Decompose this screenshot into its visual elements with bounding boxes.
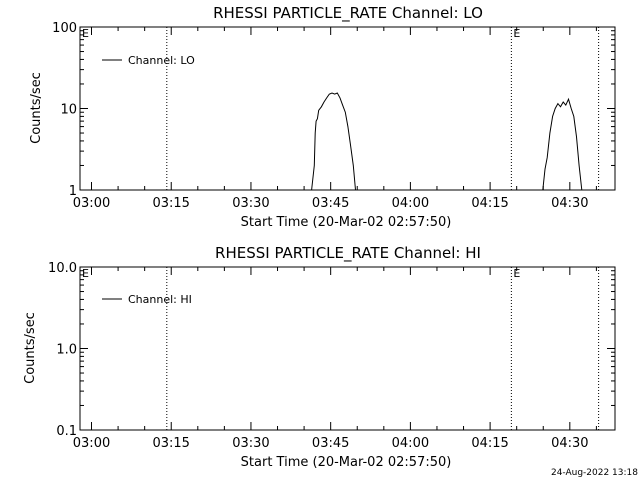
lo-x-tick-label: 03:15: [152, 196, 189, 211]
hi-x-tick-label: 03:45: [312, 436, 349, 451]
hi-y-axis-label: Counts/sec: [23, 312, 38, 384]
lo-y-axis-label: Counts/sec: [29, 72, 44, 144]
hi-x-axis-label: Start Time (20-Mar-02 02:57:50): [241, 455, 452, 470]
hi-x-tick-label: 04:30: [551, 436, 588, 451]
hi-x-ticks: 03:00 03:15 03:30 03:45 04:00 04:15 04:30: [73, 267, 597, 451]
lo-x-axis-label: Start Time (20-Mar-02 02:57:50): [241, 215, 452, 230]
lo-y-tick-label: 1: [69, 184, 77, 199]
hi-plot-frame: [79, 266, 616, 431]
lo-channel-panel: RHESSI PARTICLE_RATE Channel: LO Counts/…: [29, 4, 616, 230]
lo-event-markers: E: [166, 27, 600, 190]
lo-y-tick-label: 100: [52, 21, 77, 36]
hi-event-marker-label: E: [513, 267, 520, 280]
lo-x-tick-label: 04:30: [551, 196, 588, 211]
lo-chart-title: RHESSI PARTICLE_RATE Channel: LO: [213, 4, 483, 23]
lo-series-group: [311, 92, 583, 191]
hi-x-tick-label: 03:30: [232, 436, 269, 451]
hi-y-tick-label: 0.1: [56, 424, 77, 439]
lo-x-tick-label: 03:30: [232, 196, 269, 211]
lo-x-tick-label: 03:45: [312, 196, 349, 211]
lo-x-tick-label: 04:15: [471, 196, 508, 211]
hi-event-markers: E: [166, 267, 600, 430]
lo-corner-flag: E: [82, 27, 89, 40]
hi-x-tick-label: 04:00: [392, 436, 429, 451]
lo-series-line: [542, 97, 583, 191]
hi-corner-flag: E: [82, 267, 89, 280]
hi-channel-panel: RHESSI PARTICLE_RATE Channel: HI Counts/…: [23, 244, 616, 470]
hi-legend-label: Channel: HI: [128, 293, 192, 306]
lo-y-tick-label: 10: [60, 103, 77, 118]
lo-x-tick-label: 03:00: [73, 196, 110, 211]
lo-series-line: [311, 92, 356, 191]
hi-y-tick-label: 10.0: [48, 261, 77, 276]
lo-event-marker-label: E: [513, 27, 520, 40]
lo-y-ticks: 1 10 100: [52, 21, 615, 199]
hi-x-tick-label: 03:00: [73, 436, 110, 451]
hi-x-tick-label: 03:15: [152, 436, 189, 451]
hi-x-tick-label: 04:15: [471, 436, 508, 451]
hi-y-tick-label: 1.0: [56, 343, 77, 358]
timestamp: 24-Aug-2022 13:18: [551, 468, 638, 478]
lo-x-tick-label: 04:00: [392, 196, 429, 211]
lo-x-ticks: 03:00 03:15 03:30 03:45 04:00 04:15 04:30: [73, 27, 597, 211]
hi-chart-title: RHESSI PARTICLE_RATE Channel: HI: [215, 244, 481, 263]
lo-legend-label: Channel: LO: [128, 54, 195, 67]
lo-plot-frame: [79, 26, 616, 191]
hi-y-ticks: 0.1 1.0 10.0: [48, 261, 615, 439]
